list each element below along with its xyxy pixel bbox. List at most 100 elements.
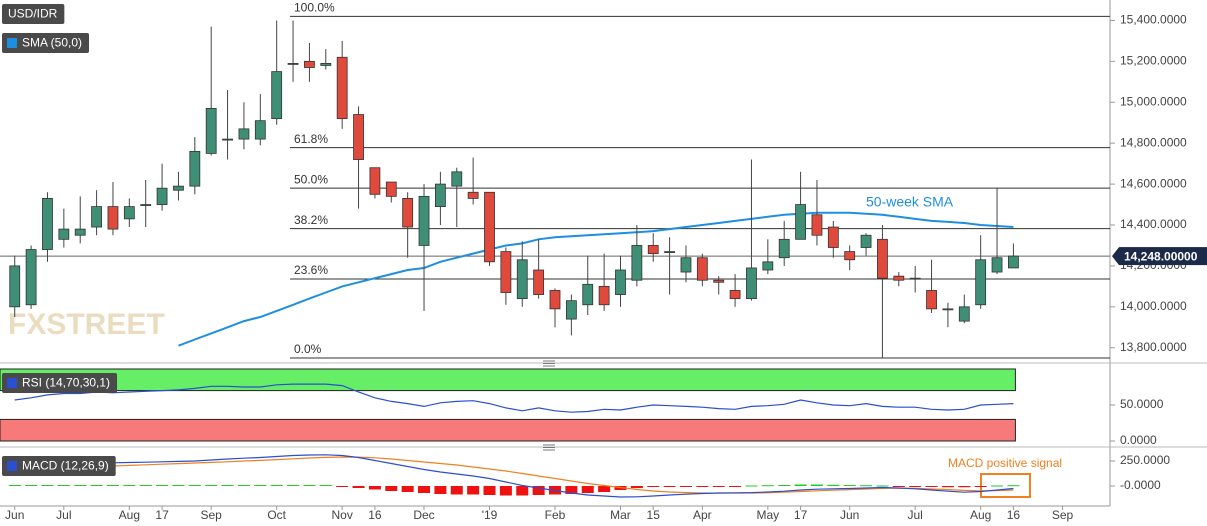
histogram-bar: [991, 485, 1004, 487]
candle-body: [860, 234, 872, 248]
histogram-bar: [974, 486, 987, 487]
sma-annotation: 50-week SMA: [866, 194, 954, 210]
y-tick-label: -0.0000: [1120, 478, 1161, 492]
histogram-bar: [679, 486, 692, 487]
legend-box: [2, 456, 116, 476]
histogram-bar: [221, 485, 234, 486]
histogram-bar: [287, 485, 300, 486]
candle-body: [664, 251, 676, 253]
candle-body: [107, 206, 119, 230]
last-price-box: [1119, 247, 1207, 266]
candle-body: [140, 204, 152, 206]
candle-body: [58, 228, 70, 240]
histogram-bar: [941, 486, 954, 488]
candle-body: [746, 267, 757, 300]
histogram-bar: [156, 485, 169, 486]
histogram-bar: [729, 486, 742, 487]
histogram-bar: [450, 486, 463, 495]
candle-body: [827, 226, 839, 248]
highlight-box: [980, 473, 1031, 498]
candle-body: [156, 187, 168, 205]
candle-body: [287, 63, 299, 65]
histogram-bar: [712, 486, 725, 487]
candle-body: [25, 249, 37, 306]
candle-body: [173, 185, 184, 191]
histogram-bar: [958, 486, 971, 488]
x-tick-label: 17: [794, 508, 808, 522]
candle-body: [877, 238, 888, 279]
x-tick-label: Jul: [56, 508, 71, 522]
histogram-bar: [237, 485, 250, 486]
histogram-bar: [1007, 485, 1020, 487]
x-tick-label: Dec: [413, 508, 434, 522]
histogram-bar: [630, 486, 643, 488]
candle-body: [385, 181, 397, 197]
histogram-bar: [565, 486, 578, 494]
last-price-label: 14,248.00000: [1124, 249, 1198, 263]
y-tick-label: 14,600.0000: [1120, 176, 1187, 190]
fib-label: 0.0%: [294, 342, 322, 356]
candle-body: [402, 198, 414, 228]
y-tick-label: 13,800.0000: [1120, 340, 1187, 354]
fib-label: 50.0%: [294, 172, 328, 186]
signal-line: [14, 456, 1014, 494]
y-tick-label: 15,000.0000: [1120, 94, 1187, 108]
legend-label: SMA (50,0): [22, 36, 82, 50]
y-tick-label: 50.0000: [1120, 397, 1164, 411]
histogram-bar: [139, 485, 152, 486]
histogram-bar: [418, 486, 431, 493]
histogram-bar: [401, 486, 414, 492]
legend-label: MACD (12,26,9): [22, 459, 109, 473]
histogram-bar: [827, 484, 840, 486]
histogram-bar: [123, 485, 136, 486]
candle-body: [254, 120, 266, 140]
candle-body: [778, 238, 790, 259]
histogram-bar: [925, 486, 938, 487]
candle-body: [762, 261, 774, 271]
histogram-bar: [876, 485, 889, 487]
histogram-bar: [499, 486, 512, 496]
y-tick-label: 15,200.0000: [1120, 54, 1187, 68]
candle-body: [958, 306, 970, 322]
candle-body: [844, 251, 856, 261]
candle-body: [926, 290, 937, 310]
x-tick-label: Jul: [908, 508, 923, 522]
histogram-bar: [909, 486, 922, 487]
histogram-bar: [778, 485, 791, 486]
x-tick-label: 15: [647, 508, 661, 522]
x-tick-label: Mar: [610, 508, 631, 522]
histogram-bar: [106, 485, 119, 486]
histogram-bar: [892, 486, 905, 487]
x-tick-label: 16: [368, 508, 382, 522]
histogram-bar: [532, 486, 545, 495]
legend-label: USD/IDR: [8, 7, 58, 21]
candle-body: [598, 285, 610, 306]
x-tick-label: Sep: [201, 508, 223, 522]
candle-body: [795, 204, 806, 240]
histogram-bar: [647, 486, 660, 487]
x-tick-label: Oct: [267, 508, 286, 522]
candle-body: [123, 206, 135, 220]
x-tick-label: Sep: [1052, 508, 1074, 522]
candle-body: [991, 257, 1003, 273]
candle-body: [893, 275, 905, 281]
legend-box: [2, 33, 90, 53]
x-tick-label: Aug: [970, 508, 991, 522]
x-tick-label: 16: [1007, 508, 1021, 522]
rsi-band: [0, 418, 1016, 442]
candle-body: [369, 167, 381, 195]
candle-body: [565, 300, 577, 320]
fib-label: 100.0%: [294, 1, 335, 15]
candle-body: [353, 114, 364, 160]
legend-swatch: [7, 378, 17, 388]
histogram-bar: [598, 486, 611, 492]
histogram-bar: [336, 486, 349, 487]
histogram-bar: [41, 485, 54, 486]
candle-body: [615, 269, 626, 295]
candle-body: [484, 191, 495, 263]
candle-body: [320, 63, 332, 66]
candle-body: [680, 257, 692, 273]
candle-body: [811, 214, 823, 236]
candle-body: [222, 138, 233, 141]
histogram-bar: [516, 486, 529, 496]
